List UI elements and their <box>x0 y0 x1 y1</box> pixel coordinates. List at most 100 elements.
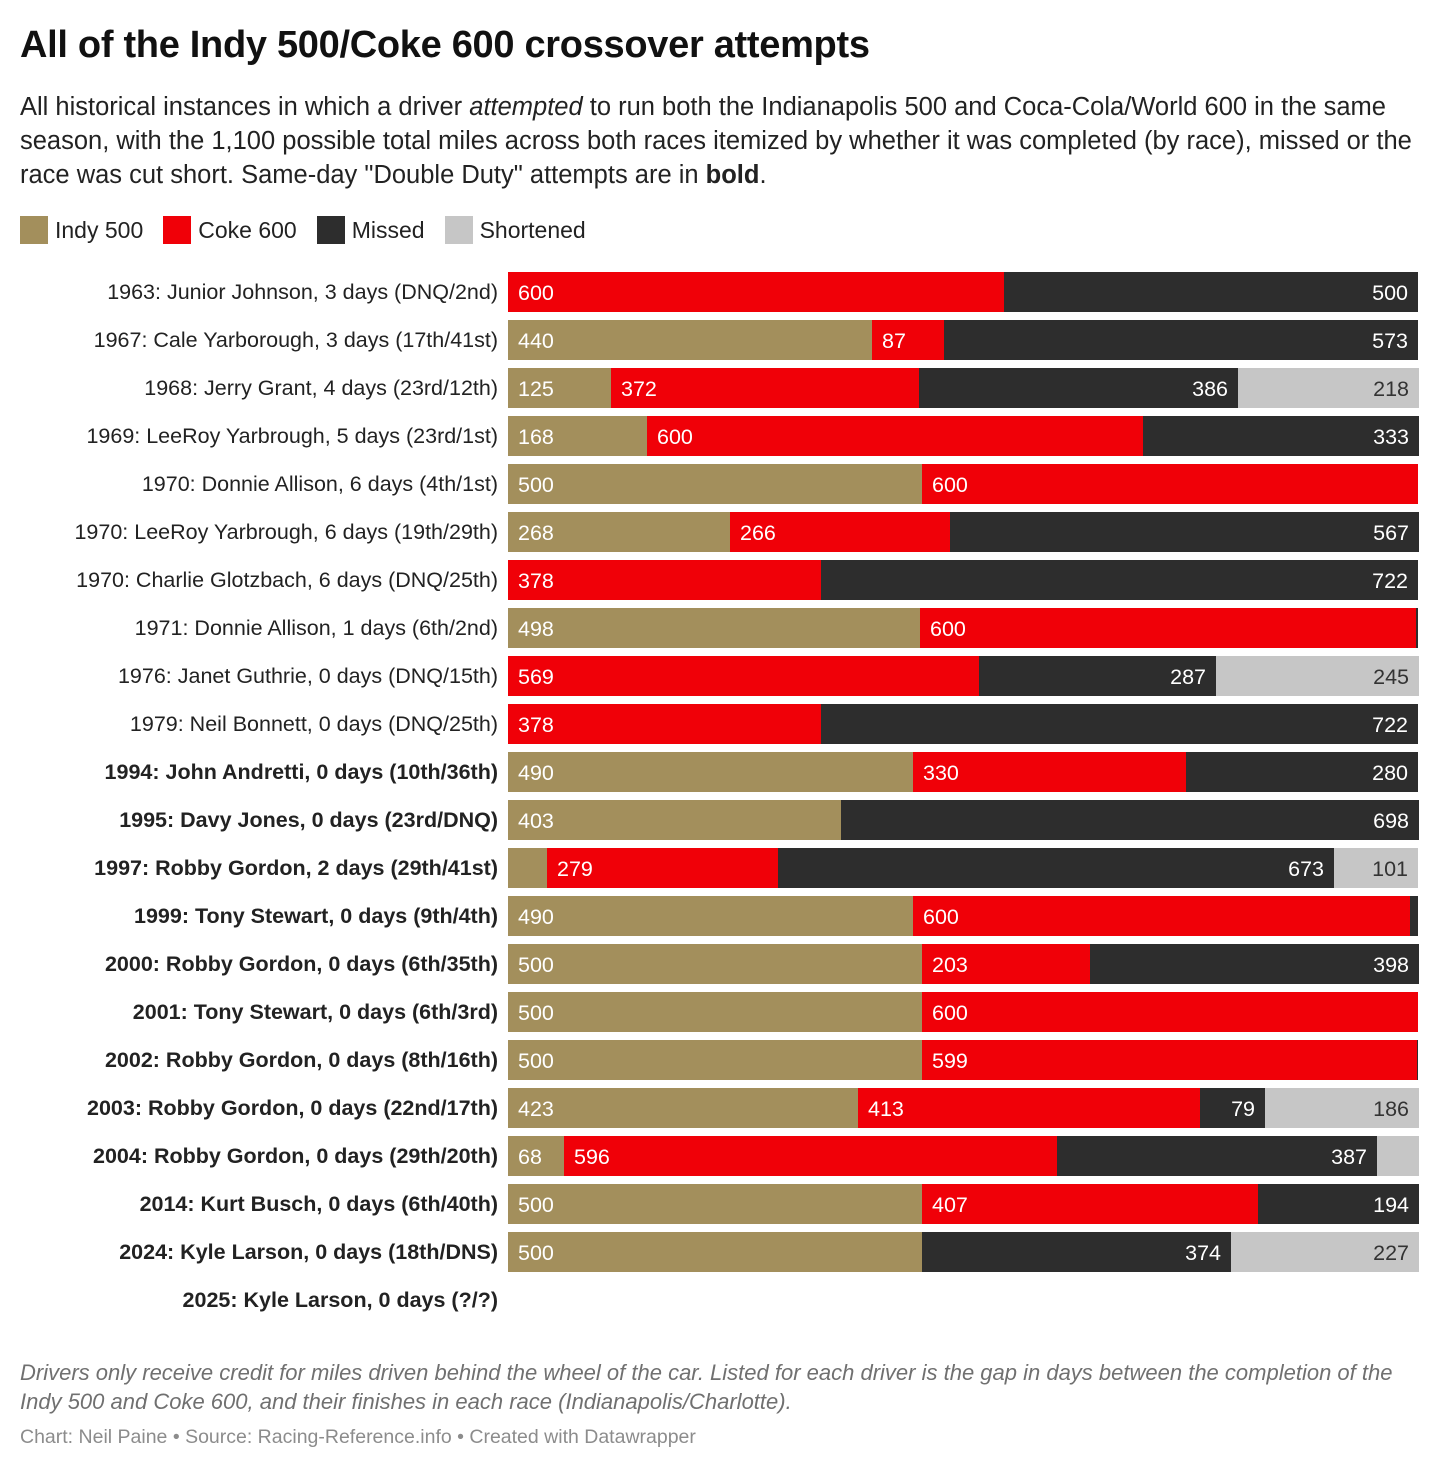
stacked-bar: 279 673 101 <box>508 848 1418 888</box>
stacked-bar: 378 722 <box>508 704 1418 744</box>
subtitle-bold: bold <box>705 161 760 189</box>
row-label: 1999: Tony Stewart, 0 days (9th/4th) <box>133 904 498 928</box>
stacked-bar: 268 266 567 <box>508 512 1419 552</box>
bar-segment-indy <box>508 416 647 456</box>
row-label: 2002: Robby Gordon, 0 days (8th/16th) <box>104 1048 498 1072</box>
data-label-missed: 722 <box>1372 569 1408 593</box>
data-label-coke: 569 <box>518 665 554 689</box>
bar-segment-missed <box>1416 608 1418 648</box>
bar-row: 2001: Tony Stewart, 0 days (6th/3rd) 500 6… <box>0 992 1440 1032</box>
bar-segment-coke <box>647 416 1143 456</box>
bar-segment-missed <box>922 1232 1231 1272</box>
bar-row: 2014: Kurt Busch, 0 days (6th/40th) 500 40… <box>0 1184 1440 1224</box>
bar-segment-missed <box>778 848 1334 888</box>
bar-segment-coke <box>922 1184 1258 1224</box>
bar-segment-missed <box>944 320 1418 360</box>
bar-row: 1967: Cale Yarborough, 3 days (17th/41st… <box>0 320 1440 360</box>
row-label: 1967: Cale Yarborough, 3 days (17th/41st… <box>93 328 498 352</box>
stacked-bar: 440 87 573 <box>508 320 1418 360</box>
bar-segment-missed <box>979 656 1216 696</box>
bar-segment-shortened <box>1334 848 1418 888</box>
legend: Indy 500 Coke 600 Missed Shortened <box>20 214 606 246</box>
data-label-missed: 722 <box>1372 713 1408 737</box>
legend-swatch-missed <box>316 216 345 244</box>
legend-label-indy: Indy 500 <box>55 216 144 243</box>
data-label-missed: 398 <box>1373 953 1409 977</box>
bar-row: 1976: Janet Guthrie, 0 days (DNQ/15th) 56… <box>0 656 1440 696</box>
bar-row: 1999: Tony Stewart, 0 days (9th/4th) 490 6… <box>0 896 1440 936</box>
bar-row: 2025: Kyle Larson, 0 days (?/?) <box>0 1280 1440 1320</box>
data-label-missed: 287 <box>1170 665 1206 689</box>
data-label-coke: 600 <box>518 281 554 305</box>
data-label-missed: 573 <box>1372 329 1408 353</box>
stacked-bar-chart: 1963: Junior Johnson, 3 days (DNQ/2nd) 60… <box>0 260 1440 1320</box>
data-label-missed: 567 <box>1373 521 1409 545</box>
stacked-bar: 403 698 <box>508 800 1419 840</box>
row-label: 1976: Janet Guthrie, 0 days (DNQ/15th) <box>117 664 498 688</box>
bar-segment-missed <box>1143 416 1419 456</box>
bar-row: 1968: Jerry Grant, 4 days (23rd/12th) 125… <box>0 368 1440 408</box>
bar-segment-coke <box>730 512 950 552</box>
bar-segment-indy <box>508 992 922 1032</box>
data-label-missed: 79 <box>1231 1097 1255 1121</box>
bar-segment-indy <box>508 1088 858 1128</box>
legend-swatch-indy <box>20 216 48 244</box>
data-label-indy: 168 <box>518 425 554 449</box>
data-label-indy: 403 <box>518 809 554 833</box>
data-label-indy: 500 <box>518 1241 554 1265</box>
legend-label-missed: Missed <box>351 216 425 243</box>
data-label-indy: 268 <box>518 521 554 545</box>
bar-segment-coke <box>913 896 1410 936</box>
bar-segment-coke <box>913 752 1186 792</box>
bar-segment-indy <box>508 1040 922 1080</box>
bar-segment-indy <box>508 368 611 408</box>
data-label-coke: 596 <box>574 1145 610 1169</box>
row-label: 1994: John Andretti, 0 days (10th/36th) <box>104 760 498 784</box>
data-label-indy: 500 <box>518 1193 554 1217</box>
row-label: 1995: Davy Jones, 0 days (23rd/DNQ) <box>119 808 498 832</box>
data-label-indy: 490 <box>518 905 554 929</box>
bar-segment-indy <box>508 1232 922 1272</box>
bar-segment-shortened <box>1265 1088 1419 1128</box>
legend-item-shortened: Shortened <box>444 216 586 244</box>
bar-row: 1971: Donnie Allison, 1 days (6th/2nd) 49… <box>0 608 1440 648</box>
chart-subtitle: All historical instances in which a driv… <box>20 90 1420 192</box>
bar-segment-shortened <box>1238 368 1419 408</box>
stacked-bar: 378 722 <box>508 560 1418 600</box>
data-label-indy: 68 <box>518 1145 542 1169</box>
bar-segment-coke <box>508 560 821 600</box>
data-label-coke: 600 <box>930 617 966 641</box>
stacked-bar: 569 287 245 <box>508 656 1419 696</box>
stacked-bar: 423 413 79 186 <box>508 1088 1419 1128</box>
legend-swatch-coke <box>163 216 192 244</box>
data-label-missed: 386 <box>1192 377 1228 401</box>
data-label-coke: 599 <box>932 1049 968 1073</box>
stacked-bar: 600 500 <box>508 272 1418 312</box>
bar-segment-missed <box>821 560 1418 600</box>
bar-row: 2004: Robby Gordon, 0 days (29th/20th) 68… <box>0 1136 1440 1176</box>
bar-segment-indy <box>508 752 913 792</box>
bar-segment-coke <box>858 1088 1200 1128</box>
row-label: 1970: Donnie Allison, 6 days (4th/1st) <box>141 472 498 496</box>
row-label: 1968: Jerry Grant, 4 days (23rd/12th) <box>144 376 498 400</box>
bar-segment-coke <box>922 1040 1417 1080</box>
data-label-coke: 87 <box>882 329 906 353</box>
bar-segment-indy <box>508 320 872 360</box>
bar-segment-coke <box>920 608 1416 648</box>
data-label-coke: 600 <box>657 425 693 449</box>
data-label-missed: 387 <box>1331 1145 1367 1169</box>
row-label: 1963: Junior Johnson, 3 days (DNQ/2nd) <box>107 280 498 304</box>
bar-row: 1970: LeeRoy Yarbrough, 6 days (19th/29t… <box>0 512 1440 552</box>
data-label-missed: 194 <box>1373 1193 1409 1217</box>
data-label-indy: 500 <box>518 1049 554 1073</box>
data-label-coke: 378 <box>518 713 554 737</box>
bar-row: 1969: LeeRoy Yarbrough, 5 days (23rd/1st… <box>0 416 1440 456</box>
row-label: 2025: Kyle Larson, 0 days (?/?) <box>182 1288 498 1312</box>
row-label: 1971: Donnie Allison, 1 days (6th/2nd) <box>134 616 498 640</box>
bar-segment-missed <box>821 704 1418 744</box>
bar-segment-indy <box>508 1136 564 1176</box>
bar-segment-missed <box>950 512 1419 552</box>
bar-segment-coke <box>508 656 979 696</box>
data-label-coke: 407 <box>932 1193 968 1217</box>
bar-segment-coke <box>508 272 1004 312</box>
